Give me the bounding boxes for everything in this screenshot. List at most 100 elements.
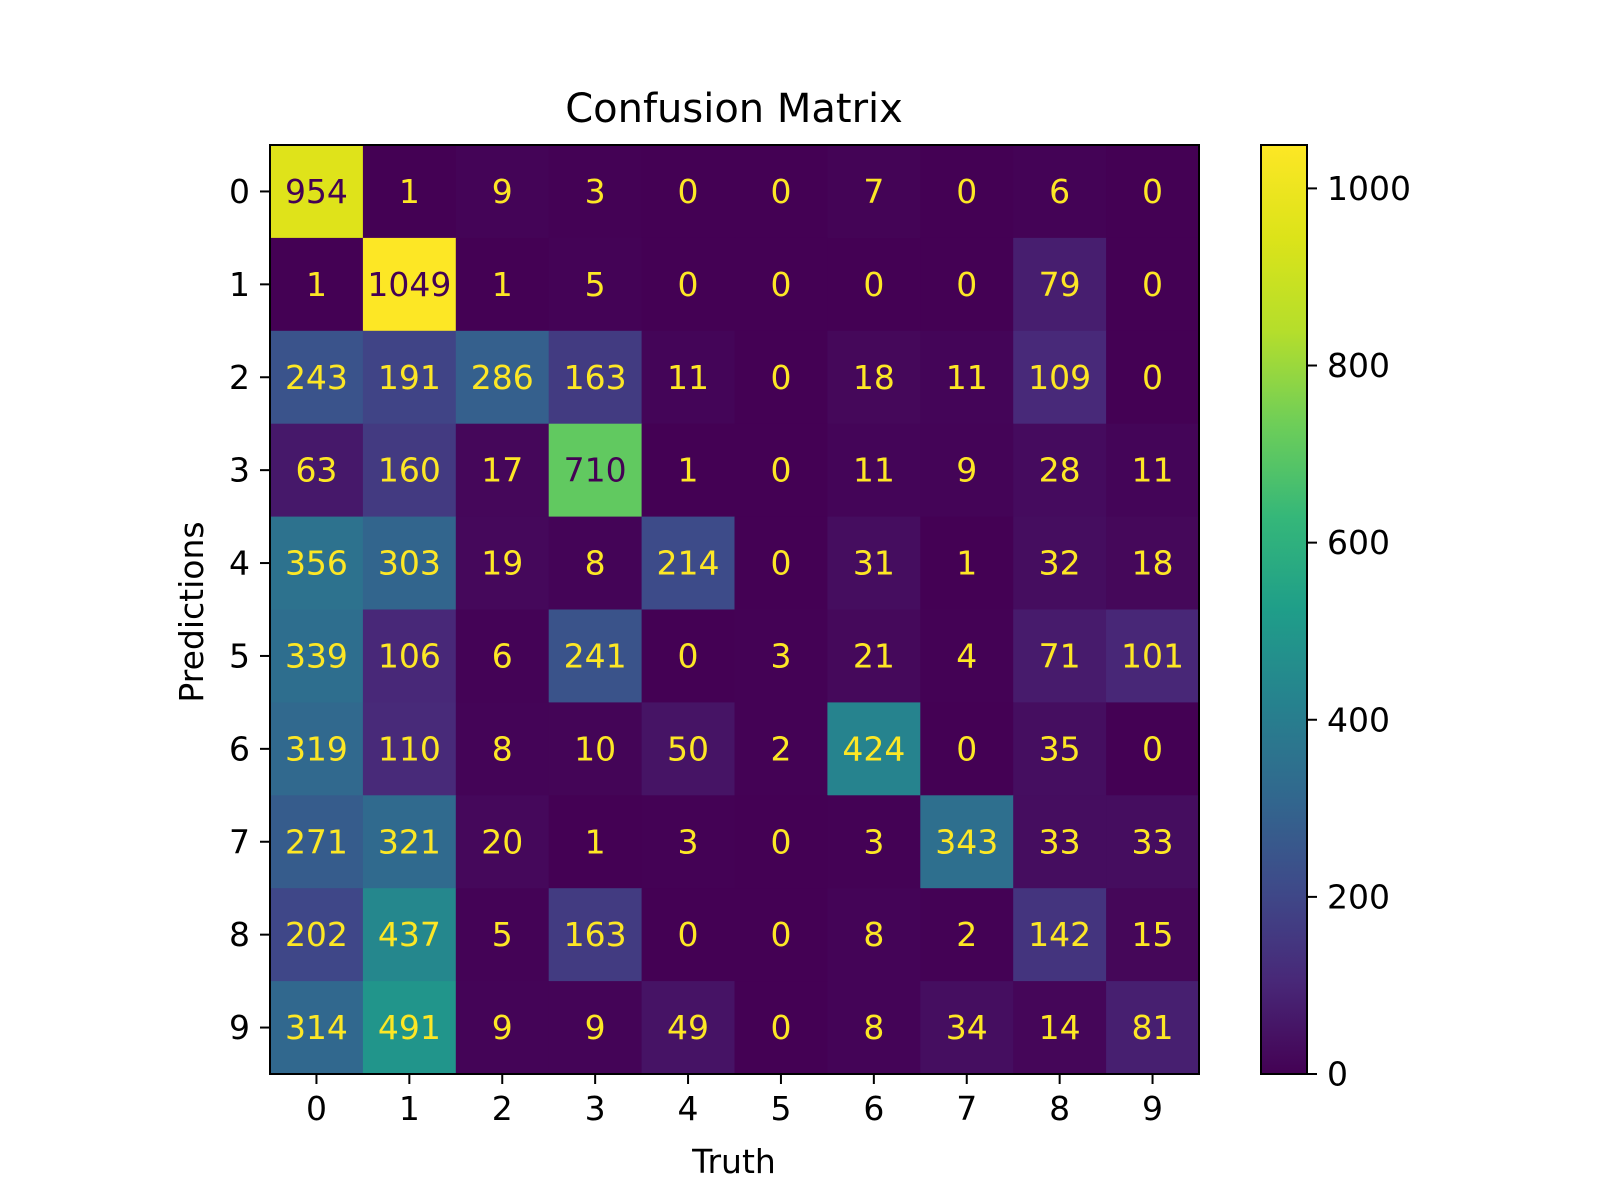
heatmap-cell: [920, 237, 1014, 332]
cell-value-label: 1049: [367, 265, 451, 304]
heatmap-cell: [270, 981, 364, 1075]
cell-value-label: 35: [1039, 729, 1081, 768]
cell-value-label: 954: [285, 172, 348, 211]
cell-value-label: 241: [564, 636, 627, 675]
colorbar-tick-label: 600: [1327, 523, 1390, 562]
heatmap-cell: [1013, 981, 1107, 1075]
cell-value-label: 17: [481, 451, 523, 490]
heatmap-cell: [455, 795, 550, 889]
heatmap-cell: [827, 145, 921, 239]
cell-value-label: 11: [1132, 451, 1174, 490]
y-tick-label: 2: [229, 358, 250, 397]
cell-value-label: 0: [770, 358, 791, 397]
cell-value-label: 437: [378, 915, 441, 954]
cell-value-label: 5: [585, 265, 606, 304]
cell-value-label: 8: [492, 729, 513, 768]
cell-value-label: 28: [1039, 451, 1081, 490]
heatmap-cell: [920, 702, 1014, 796]
cell-value-label: 163: [564, 358, 627, 397]
cell-value-label: 1: [492, 265, 513, 304]
cell-value-label: 303: [378, 544, 441, 583]
x-axis-ticks: 0 1 2 3 4 5 6 7 8 9: [306, 1074, 1163, 1128]
heatmap-cell: [548, 423, 643, 518]
colorbar-tick-label: 1000: [1327, 169, 1411, 208]
heatmap-cell: [1106, 795, 1200, 889]
heatmap-cell: [827, 237, 921, 332]
cell-value-label: 9: [956, 451, 977, 490]
cell-value-label: 4: [956, 636, 977, 675]
cell-value-label: 79: [1039, 265, 1081, 304]
heatmap-cell: [920, 145, 1014, 239]
heatmap-cell: [455, 888, 550, 982]
cell-value-label: 0: [1142, 358, 1163, 397]
y-tick-label: 0: [229, 172, 250, 211]
heatmap-cell: [920, 795, 1014, 889]
cell-value-label: 33: [1132, 822, 1174, 861]
heatmap-cell: [455, 145, 550, 239]
cell-value-label: 356: [285, 544, 348, 583]
heatmap-cell: [734, 609, 828, 703]
heatmap-cell: [455, 702, 550, 796]
cell-value-label: 32: [1039, 544, 1081, 583]
heatmap-cell: [920, 330, 1014, 425]
x-tick-label: 5: [770, 1089, 791, 1128]
colorbar-ticks: 0 200 400 600 800 1000: [1307, 169, 1411, 1094]
cell-value-label: 71: [1039, 636, 1081, 675]
heatmap-cell: [641, 702, 736, 796]
heatmap-cell: [270, 330, 364, 425]
cell-value-label: 1: [399, 172, 420, 211]
cell-value-label: 0: [678, 636, 699, 675]
y-axis-ticks: 0 1 2 3 4 5 6 7 8 9: [229, 172, 270, 1047]
y-tick-label: 5: [229, 636, 250, 675]
cell-value-label: 491: [378, 1008, 441, 1047]
heatmap-cell: [270, 702, 364, 796]
y-tick-label: 1: [229, 265, 250, 304]
heatmap-cell: [1013, 702, 1107, 796]
cell-value-label: 0: [770, 451, 791, 490]
heatmap-cell: [641, 795, 736, 889]
heatmap-cell: [455, 330, 550, 425]
cell-value-label: 20: [481, 822, 523, 861]
colorbar-tick-label: 0: [1327, 1055, 1348, 1094]
cell-value-label: 314: [285, 1008, 348, 1047]
cell-value-label: 81: [1132, 1008, 1174, 1047]
cell-value-label: 110: [378, 729, 441, 768]
heatmap-cell: [734, 330, 828, 425]
heatmap-cell: [270, 609, 364, 703]
cell-value-label: 3: [863, 822, 884, 861]
cell-value-label: 33: [1039, 822, 1081, 861]
heatmap-cell: [270, 795, 364, 889]
heatmap-cell: [270, 516, 364, 611]
cell-value-label: 243: [285, 358, 348, 397]
heatmap-cell: [827, 981, 921, 1075]
heatmap-cell: [827, 330, 921, 425]
heatmap-cell: [548, 981, 643, 1075]
y-tick-label: 4: [229, 544, 250, 583]
cell-value-label: 3: [585, 172, 606, 211]
heatmap-cell: [1106, 423, 1200, 518]
cell-value-label: 8: [585, 544, 606, 583]
heatmap-cell: [362, 237, 457, 332]
cell-value-label: 2: [770, 729, 791, 768]
cell-value-label: 11: [667, 358, 709, 397]
colorbar: [1260, 144, 1308, 1075]
cell-value-label: 343: [935, 822, 998, 861]
cell-value-label: 8: [863, 915, 884, 954]
heatmap-cell: [1013, 516, 1107, 611]
x-tick-label: 4: [678, 1089, 699, 1128]
heatmap-cell: [548, 237, 643, 332]
y-tick-label: 9: [229, 1008, 250, 1047]
heatmap-cell: [641, 145, 736, 239]
heatmap-cell: [827, 516, 921, 611]
cell-value-label: 1: [678, 451, 699, 490]
cell-value-label: 106: [378, 636, 441, 675]
heatmap-cell: [1013, 888, 1107, 982]
cell-value-label: 160: [378, 451, 441, 490]
x-tick-label: 2: [492, 1089, 513, 1128]
cell-value-label: 9: [492, 1008, 513, 1047]
cell-value-label: 0: [678, 265, 699, 304]
cell-value-label: 1: [585, 822, 606, 861]
heatmap-cell: [827, 888, 921, 982]
x-tick-label: 3: [585, 1089, 606, 1128]
